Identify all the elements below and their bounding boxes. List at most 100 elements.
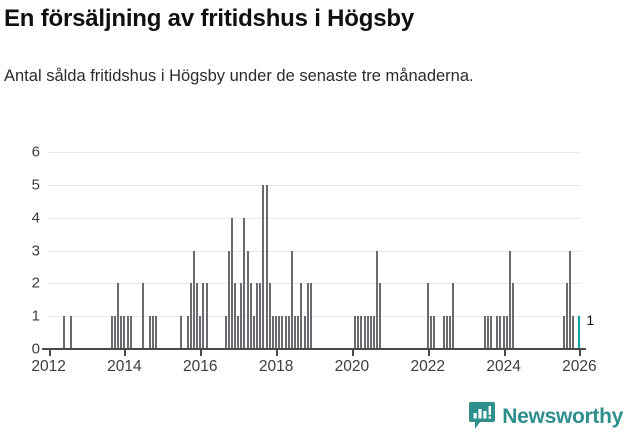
bar	[284, 316, 287, 349]
bar	[376, 250, 379, 349]
bar	[123, 316, 126, 349]
bar	[63, 316, 66, 349]
gridline	[47, 250, 581, 252]
bar-highlighted	[578, 316, 581, 349]
bar	[262, 184, 265, 349]
bar	[369, 316, 372, 349]
x-axis-labels: 2012 2014 2016 2018 2020 2022 2024 2026	[0, 358, 631, 380]
bar	[303, 316, 306, 349]
bar	[240, 283, 243, 349]
y-axis-labels: 0 1 2 3 4 5 6	[0, 145, 40, 357]
bar	[294, 316, 297, 349]
bar	[483, 316, 486, 349]
x-axis-tick-label: 2022	[410, 358, 445, 375]
bar	[300, 283, 303, 349]
bar	[442, 316, 445, 349]
bar	[565, 283, 568, 349]
y-axis-tick-label: 0	[31, 340, 40, 358]
chart-subtitle: Antal sålda fritidshus i Högsby under de…	[4, 67, 474, 85]
bar	[429, 316, 432, 349]
bar-chart-speech-bubble-icon	[469, 402, 496, 430]
gridline	[47, 316, 581, 318]
bar	[234, 283, 236, 349]
x-axis-tick-label: 2014	[107, 358, 142, 375]
gridline	[47, 217, 581, 219]
bar	[230, 217, 233, 349]
bar	[249, 283, 252, 349]
x-axis-tick	[48, 350, 51, 356]
bar	[445, 316, 448, 349]
x-axis-ticks	[47, 350, 582, 356]
plot-area	[47, 152, 581, 349]
bar	[489, 316, 492, 349]
newsworthy-wordmark: Newsworthy	[502, 404, 623, 428]
bar	[426, 283, 429, 349]
bar-series	[47, 152, 581, 349]
bar	[186, 316, 189, 349]
bar	[129, 316, 132, 349]
bar	[180, 316, 183, 349]
bar	[155, 316, 157, 349]
bar	[113, 316, 116, 349]
bar	[265, 184, 268, 349]
bar	[192, 250, 195, 349]
x-axis-tick-label: 2016	[182, 358, 218, 375]
chart-title: En försäljning av fritidshus i Högsby	[4, 5, 414, 32]
x-axis-tick-label: 2018	[258, 358, 294, 375]
bar	[448, 316, 451, 349]
bar	[110, 316, 113, 349]
bar	[379, 283, 382, 349]
gridline	[47, 184, 581, 186]
bar	[512, 283, 515, 349]
bar	[227, 250, 230, 349]
x-axis-tick	[200, 350, 203, 356]
bar	[354, 316, 357, 349]
bar	[287, 316, 290, 349]
bar	[120, 316, 123, 349]
bar	[505, 316, 508, 349]
bar	[562, 316, 565, 349]
bar	[306, 283, 309, 349]
y-axis-tick-label: 3	[31, 242, 40, 259]
x-axis-tick	[124, 350, 127, 356]
bar	[278, 316, 281, 349]
bar	[246, 250, 249, 349]
bar	[373, 316, 376, 349]
bar	[224, 316, 227, 349]
bar	[252, 316, 255, 349]
bar	[256, 283, 259, 349]
bar	[360, 316, 363, 349]
bar	[259, 283, 262, 349]
bar	[502, 316, 505, 349]
y-axis-tick-label: 2	[31, 274, 40, 292]
x-axis-tick-label: 2024	[486, 358, 521, 375]
bar	[151, 316, 154, 349]
bar	[357, 316, 360, 349]
bar	[297, 316, 300, 349]
bar	[142, 283, 145, 349]
x-axis-line	[42, 348, 586, 350]
x-axis-tick	[579, 350, 582, 356]
gridline	[47, 152, 581, 153]
bar	[69, 316, 72, 349]
newsworthy-logo[interactable]: Newsworthy	[469, 401, 623, 431]
bar	[433, 316, 436, 349]
x-axis-tick-label: 2012	[31, 358, 66, 375]
bar	[117, 283, 120, 349]
bar	[508, 250, 511, 349]
x-axis-tick	[503, 350, 506, 356]
bar	[452, 283, 455, 349]
bar	[205, 283, 208, 349]
y-axis-tick-label: 6	[31, 143, 40, 161]
bar	[189, 283, 192, 349]
bar	[496, 316, 499, 349]
y-axis-tick-label: 4	[31, 209, 40, 227]
bar	[196, 283, 199, 349]
y-axis-tick-label: 5	[31, 176, 40, 194]
x-axis-tick	[276, 350, 279, 356]
bar	[268, 283, 271, 349]
x-axis-tick	[427, 350, 430, 356]
bar	[271, 316, 274, 349]
gridlines	[47, 152, 581, 349]
